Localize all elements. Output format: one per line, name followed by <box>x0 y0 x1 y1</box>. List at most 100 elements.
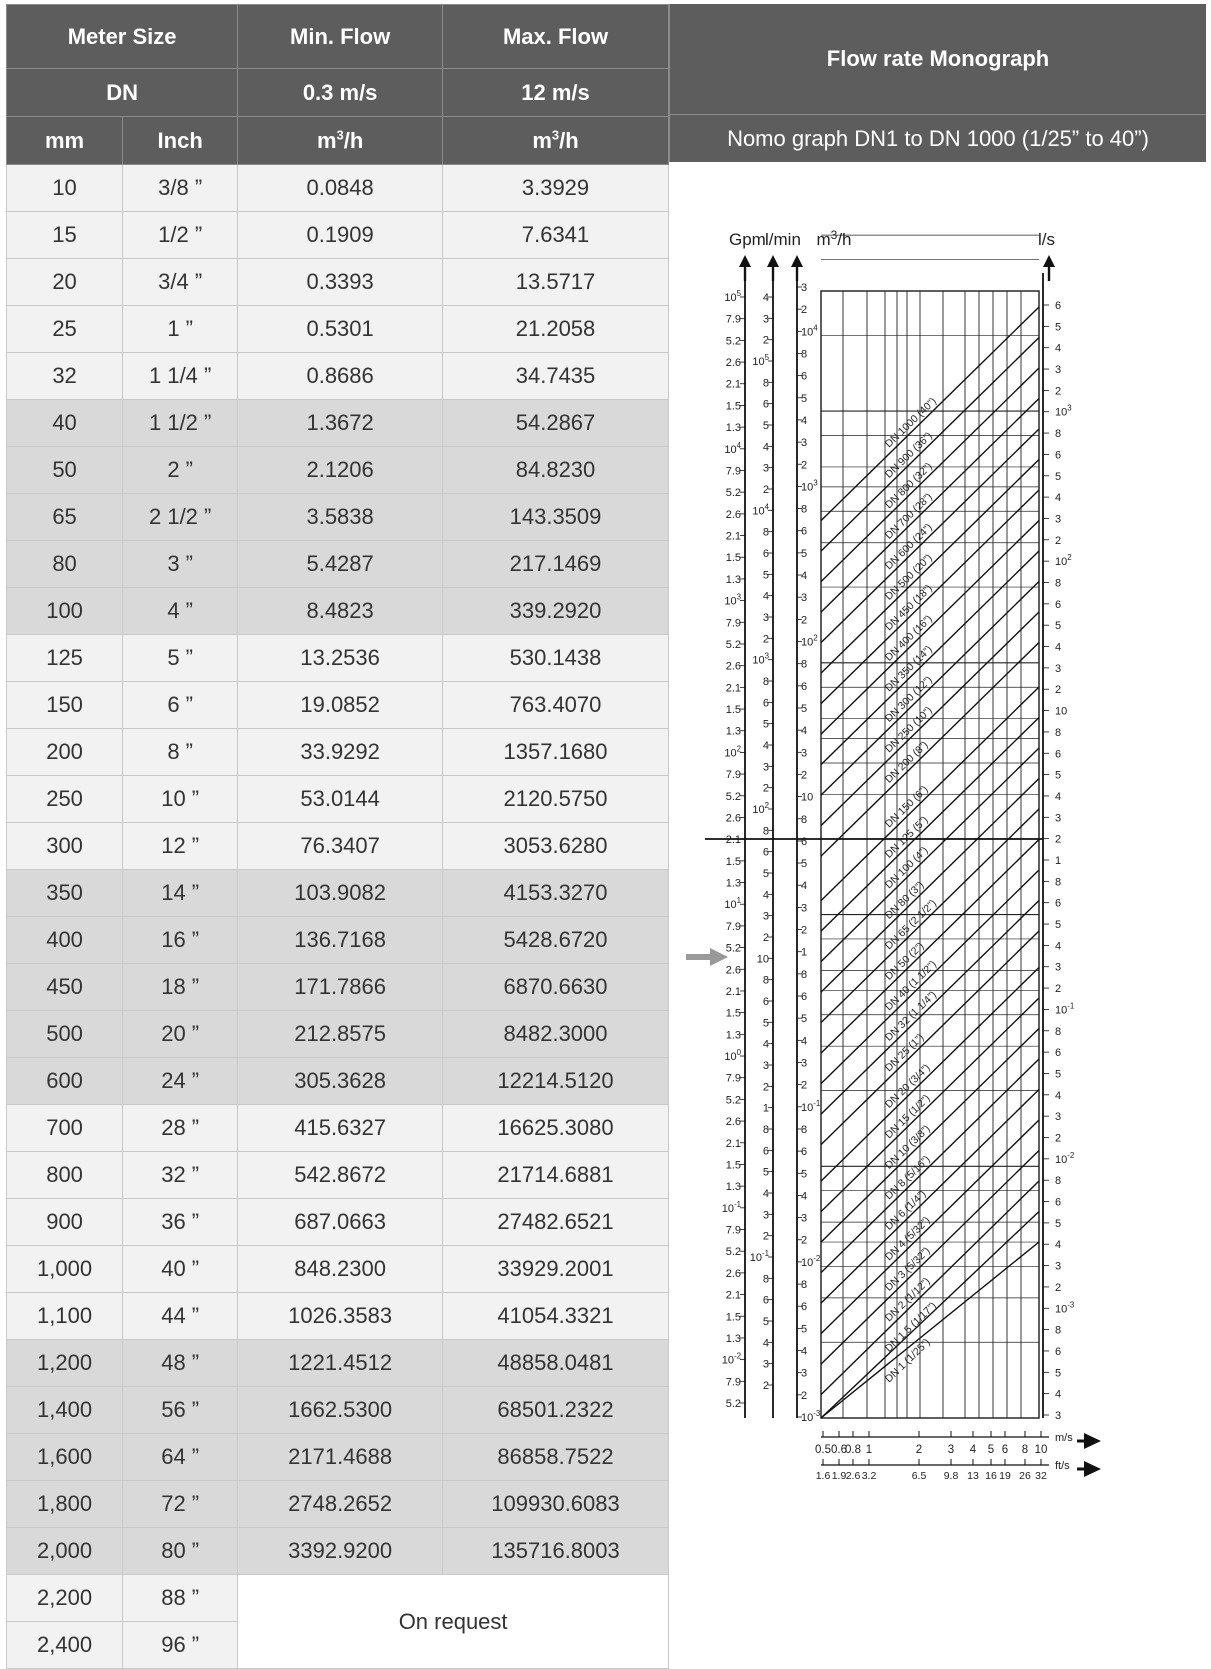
unit-exponent: 3 <box>336 127 344 143</box>
axis-tick-label: 2 <box>763 335 769 347</box>
cell-min-flow: 1221.4512 <box>237 1339 444 1387</box>
nomogram-chart: Gpm l/min m3/h l/s1057.95.22.62.11.51.31047… <box>705 228 1101 1482</box>
cell-min-flow: 0.3393 <box>237 258 444 306</box>
axis-tick-label: 10-3 <box>801 1409 821 1424</box>
tick-mantissa: 8 <box>763 676 769 688</box>
cell-mm: 400 <box>5 916 124 964</box>
axis-tick-label: 4 <box>801 1035 807 1047</box>
tick-mantissa: 4 <box>801 1190 807 1202</box>
axis-tick-label: 6 <box>763 1295 769 1307</box>
tick-mantissa: 10 <box>1055 556 1067 568</box>
cell-mm: 500 <box>5 1010 124 1058</box>
tick-mantissa: 1.5 <box>726 856 741 868</box>
axis-tick-label: 10-3 <box>1055 1300 1075 1315</box>
axis-tick-label: 1.3 <box>726 422 741 434</box>
axis-tick-label: 8 <box>801 1279 807 1291</box>
tick-mantissa: 3 <box>763 911 769 923</box>
tick-exponent: -1 <box>1067 1001 1075 1010</box>
tick-exponent: 4 <box>737 441 742 450</box>
axis-tick-label: 3 <box>801 902 807 914</box>
axis-tick-label: 2 <box>1055 983 1061 995</box>
cell-inch: 40 ” <box>122 1245 239 1293</box>
tick-mantissa: 4 <box>1055 1090 1061 1102</box>
fts-tick-label: 32 <box>1035 1470 1047 1482</box>
dn-line <box>820 1180 1040 1396</box>
tick-exponent: -3 <box>1067 1300 1075 1309</box>
dn-line <box>820 930 1040 1146</box>
axis-tick-label: 2 <box>801 925 807 937</box>
axis-tick-label: 6 <box>763 548 769 560</box>
axis-tick-label: 1.3 <box>726 1333 741 1345</box>
axis-tick-label: 6 <box>1055 1197 1061 1209</box>
dn-line <box>820 1210 1040 1419</box>
header-col-mm: mm <box>5 116 124 165</box>
tick-mantissa: 2.1 <box>726 1290 741 1302</box>
dn-line <box>820 778 1040 993</box>
axis-tick-label: 5 <box>801 1013 807 1025</box>
tick-mantissa: 4 <box>763 441 769 453</box>
axis-tick-label: 10-1 <box>801 1099 821 1114</box>
tick-mantissa: 6 <box>1055 449 1061 461</box>
unit-tail: /h <box>559 127 579 153</box>
tick-mantissa: 5 <box>763 868 769 880</box>
cell-inch: 32 ” <box>122 1151 239 1199</box>
tick-mantissa: 3 <box>763 1359 769 1371</box>
axis-tick-label: 103 <box>1055 404 1072 419</box>
axis-title-ls: l/s <box>1038 230 1055 249</box>
axis-tick-label: 4 <box>763 441 769 453</box>
tick-mantissa: 2 <box>763 783 769 795</box>
dn-line <box>820 869 1040 1085</box>
axis-tick-label: 2.1 <box>726 1138 741 1150</box>
tick-mantissa: 5.2 <box>726 335 741 347</box>
arrow-right-icon <box>1084 1433 1101 1449</box>
dn-line <box>820 717 1040 932</box>
tick-mantissa: 4 <box>763 889 769 901</box>
axis-tick-label: 6 <box>801 681 807 693</box>
tick-exponent: 3 <box>1067 404 1072 413</box>
cell-inch: 6 ” <box>122 681 239 729</box>
cell-max-flow: 41054.3321 <box>442 1292 669 1340</box>
cell-inch: 14 ” <box>122 869 239 917</box>
header-max-velocity: 12 m/s <box>442 68 669 117</box>
table-row: 250 10 ” 53.0144 2120.5750 <box>5 775 669 823</box>
tick-mantissa: 2.6 <box>726 509 741 521</box>
tick-exponent: -2 <box>734 1352 741 1361</box>
axis-tick-label: 10 <box>757 953 769 965</box>
cell-max-flow: 12214.5120 <box>442 1057 669 1105</box>
cell-mm: 1,600 <box>5 1433 124 1481</box>
axis-tick-label: 8 <box>763 975 769 987</box>
cell-mm: 1,800 <box>5 1480 124 1528</box>
header-min-unit: m3/h <box>237 116 444 165</box>
axis-tick-label: 5 <box>1055 1218 1061 1230</box>
cell-max-flow: 48858.0481 <box>442 1339 669 1387</box>
tick-mantissa: 8 <box>801 969 807 981</box>
axis-tick-label: 1.3 <box>726 1029 741 1041</box>
axis-tick-label: 4 <box>801 880 807 892</box>
axis-tick-label: 5 <box>763 569 769 581</box>
table-row: 450 18 ” 171.7866 6870.6630 <box>5 963 669 1011</box>
axis-tick-label: 2 <box>763 484 769 496</box>
tick-exponent: 5 <box>737 289 742 298</box>
table-row: 900 36 ” 687.0663 27482.6521 <box>5 1198 669 1246</box>
cell-min-flow: 1.3672 <box>237 399 444 447</box>
dn-line <box>820 900 1040 1115</box>
tick-mantissa: 6 <box>1055 898 1061 910</box>
axis-tick-label: 1 <box>763 1103 769 1115</box>
cell-min-flow: 1026.3583 <box>237 1292 444 1340</box>
axis-tick-label: 2.6 <box>726 509 741 521</box>
cell-min-flow: 3.5838 <box>237 493 444 541</box>
cell-inch: 88 ” <box>122 1574 239 1622</box>
tick-mantissa: 3 <box>1055 663 1061 675</box>
axis-tick-label: 102 <box>752 801 769 816</box>
tick-mantissa: 10 <box>801 1257 813 1269</box>
unit-base: m <box>316 127 337 153</box>
axis-tick-label: 1.5 <box>726 1008 741 1020</box>
tick-mantissa: 1.5 <box>726 1008 741 1020</box>
dn-line <box>820 459 1040 674</box>
axis-tick-label: 3 <box>763 463 769 475</box>
axis-tick-label: 6 <box>801 1146 807 1158</box>
axis-tick-label: 2.1 <box>726 1290 741 1302</box>
tick-mantissa: 1 <box>763 1103 769 1115</box>
axis-tick-label: 5 <box>1055 471 1061 483</box>
arrow-right-icon <box>686 948 728 966</box>
